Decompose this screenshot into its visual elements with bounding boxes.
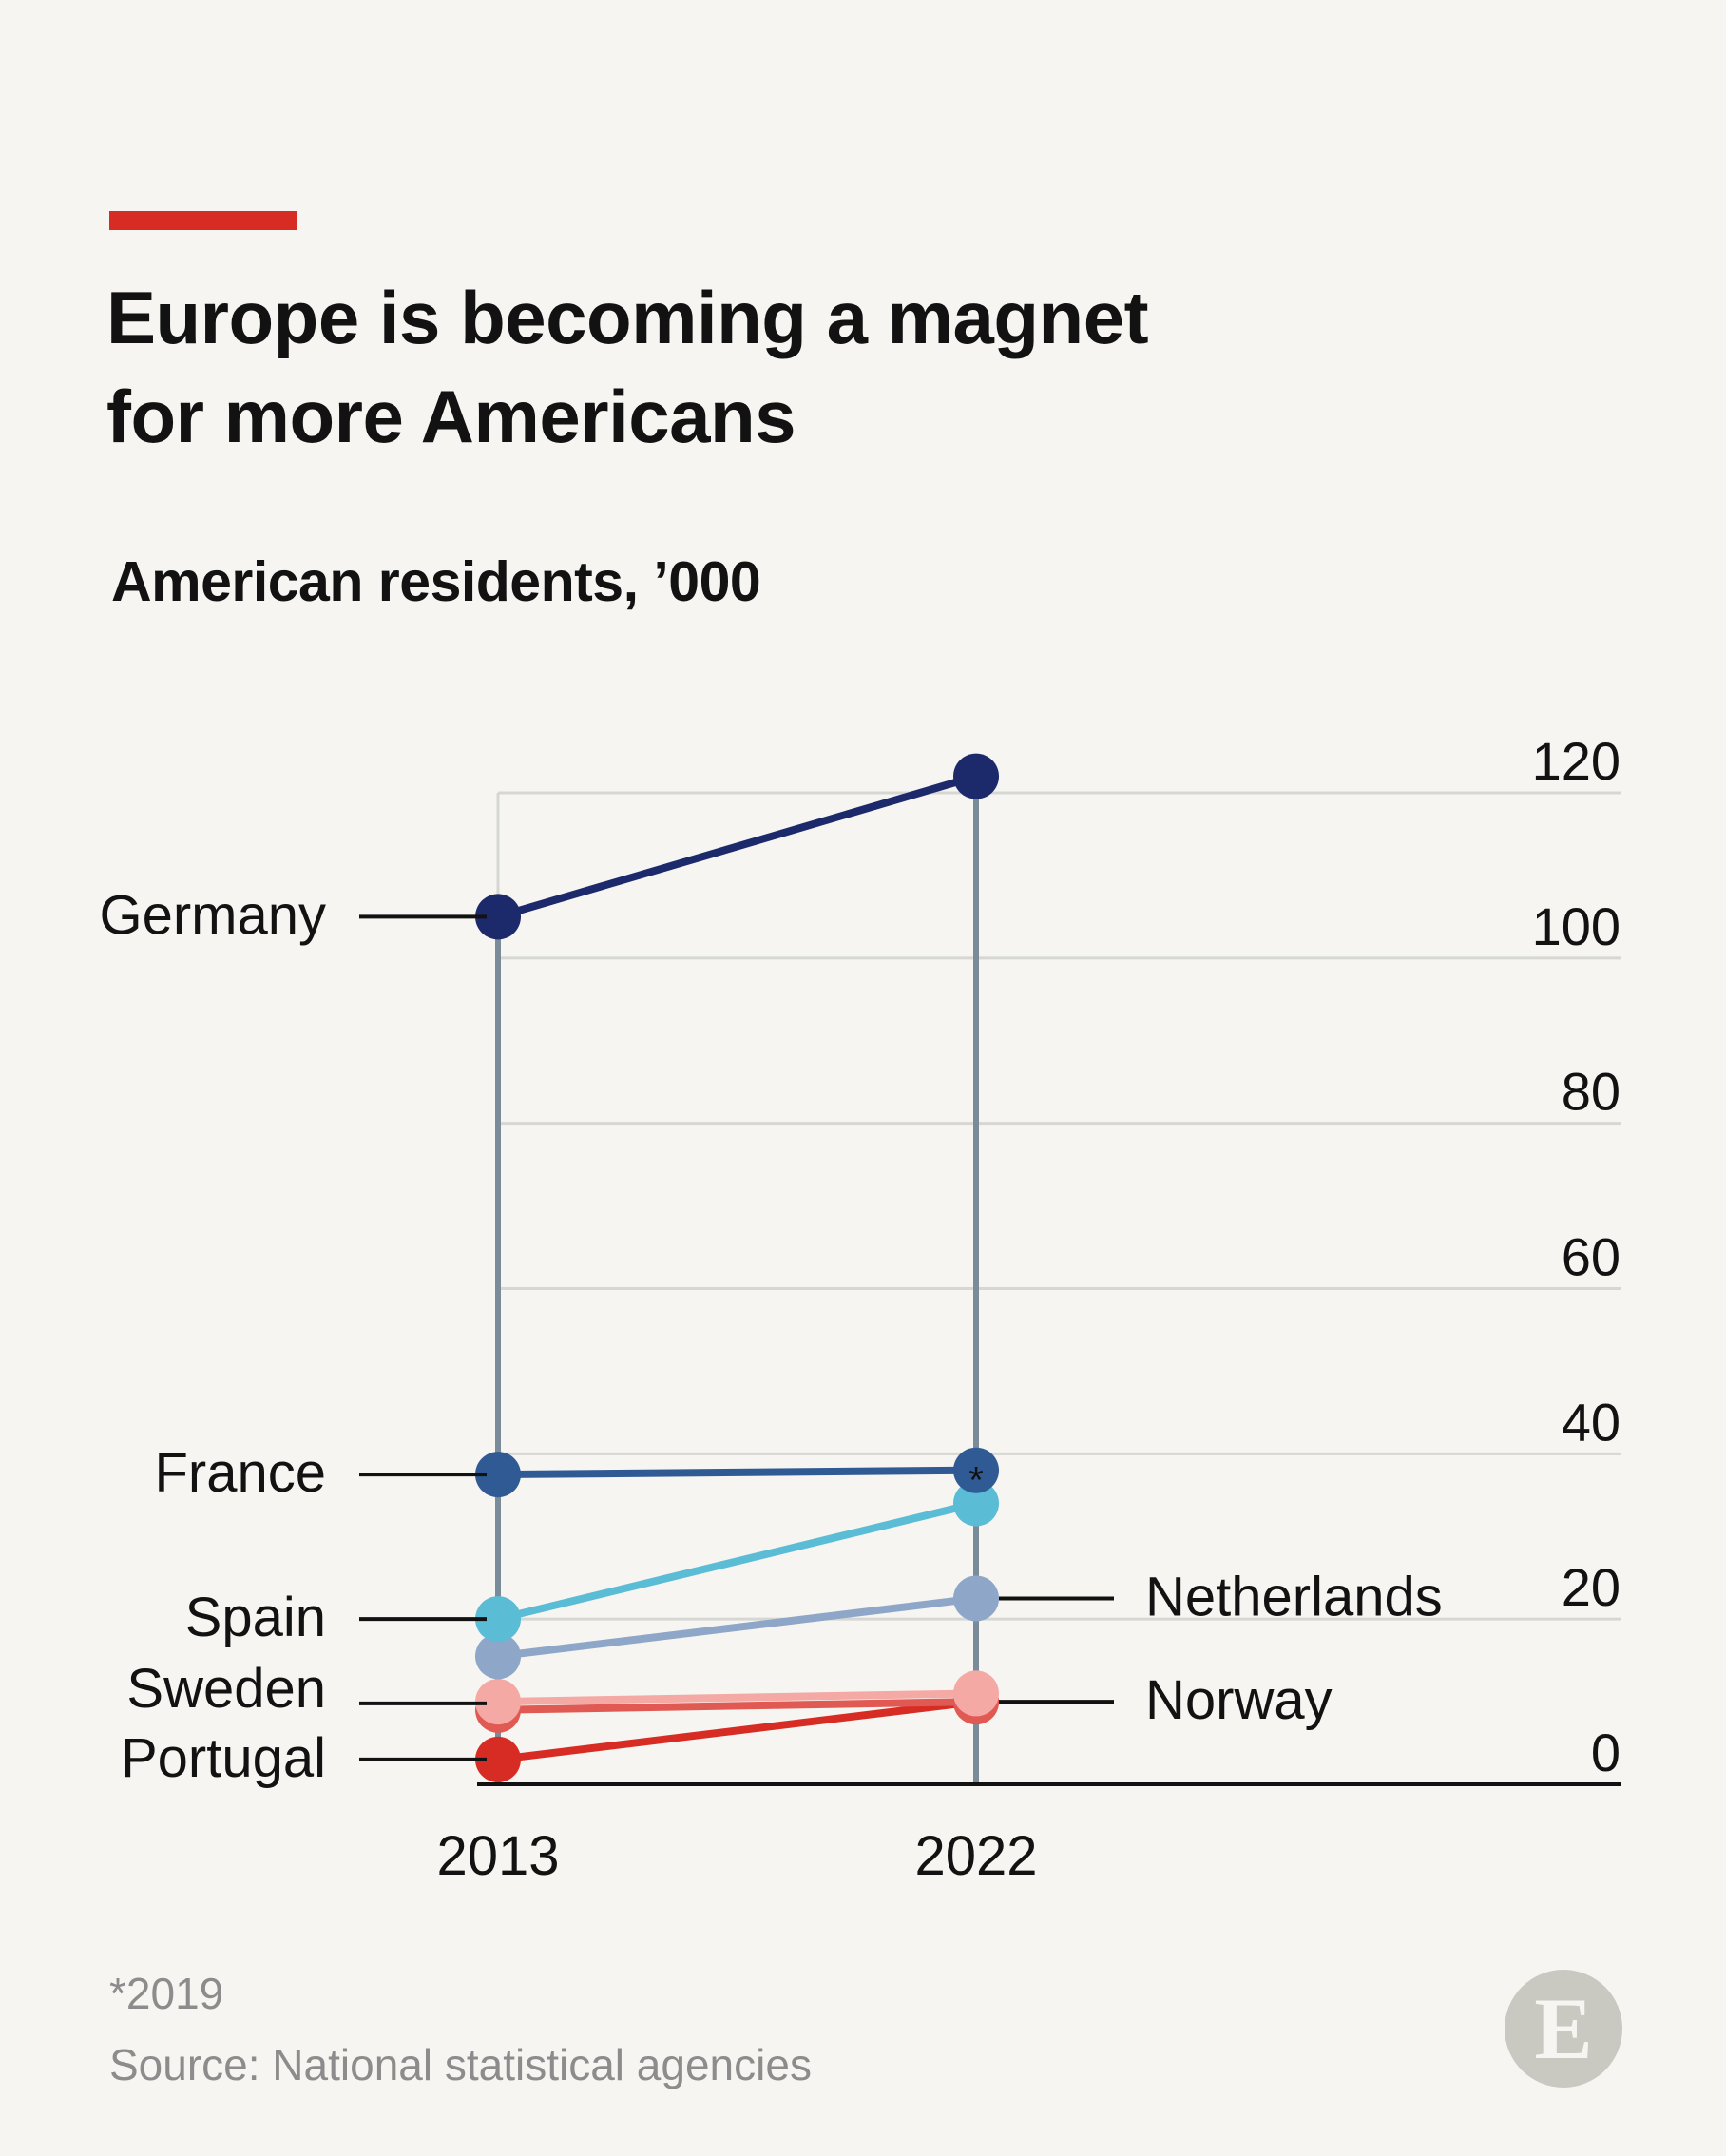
y-tick-label-120: 120	[1532, 731, 1621, 791]
point-unlabelled-2013	[475, 1596, 521, 1643]
series-line-portugal	[494, 1698, 980, 1763]
grid-layer	[496, 791, 1621, 1621]
point-portugal-2013	[475, 1736, 521, 1782]
label-netherlands: Netherlands	[1145, 1566, 1443, 1627]
y-tick-label-20: 20	[1562, 1557, 1621, 1617]
series-layer: *	[475, 753, 999, 1782]
point-germany-2013	[475, 894, 521, 940]
point-netherlands-2013	[475, 1633, 521, 1680]
y-tick-label-40: 40	[1562, 1392, 1621, 1452]
source-note: Source: National statistical agencies	[109, 2040, 812, 2089]
y-tick-label-80: 80	[1562, 1062, 1621, 1122]
title-line-1: Europe is becoming a magnet	[106, 276, 1149, 359]
point-netherlands-2022	[953, 1575, 999, 1622]
series-line-norway	[494, 1698, 980, 1714]
economist-logo: E	[1505, 1970, 1622, 2088]
label-portugal: Portugal	[121, 1727, 326, 1789]
point-sweden-2013	[475, 1679, 521, 1725]
point-france-2022	[953, 1447, 999, 1493]
series-line-unlabelled	[494, 1499, 980, 1624]
chart-title: Europe is becoming a magnet for more Ame…	[106, 268, 1437, 466]
y-tick-label-100: 100	[1532, 896, 1621, 956]
point-unlabelled-2022	[953, 1480, 999, 1527]
chart-subtitle: American residents, ’000	[111, 550, 761, 613]
label-norway: Norway	[1145, 1669, 1333, 1731]
point-germany-2022	[953, 753, 999, 799]
series-line-france	[494, 1466, 980, 1479]
x-tick-label-2013: 2013	[436, 1825, 559, 1887]
point-sweden-2022	[953, 1670, 999, 1717]
footnote: *2019	[109, 1969, 224, 2018]
y-tick-label-0: 0	[1591, 1723, 1621, 1782]
point-france-2013	[475, 1452, 521, 1498]
title-line-2: for more Americans	[106, 375, 796, 458]
label-layer: Germany France Netherlands Sweden Norway Port…	[99, 884, 1442, 1789]
accent-bar	[109, 211, 297, 230]
axis-layer: 0 20 40 60 80 100 120 2013 2022	[436, 731, 1621, 1887]
label-france: France	[154, 1442, 326, 1504]
y-tick-label-60: 60	[1562, 1227, 1621, 1287]
x-tick-label-2022: 2022	[914, 1825, 1037, 1887]
label-spain: Spain	[185, 1587, 326, 1648]
label-germany: Germany	[99, 884, 326, 946]
series-line-germany	[494, 772, 980, 921]
marker-france: *	[968, 1460, 984, 1502]
series-line-sweden	[494, 1689, 980, 1706]
series-line-netherlands	[494, 1594, 980, 1661]
label-sweden: Sweden	[126, 1658, 326, 1720]
